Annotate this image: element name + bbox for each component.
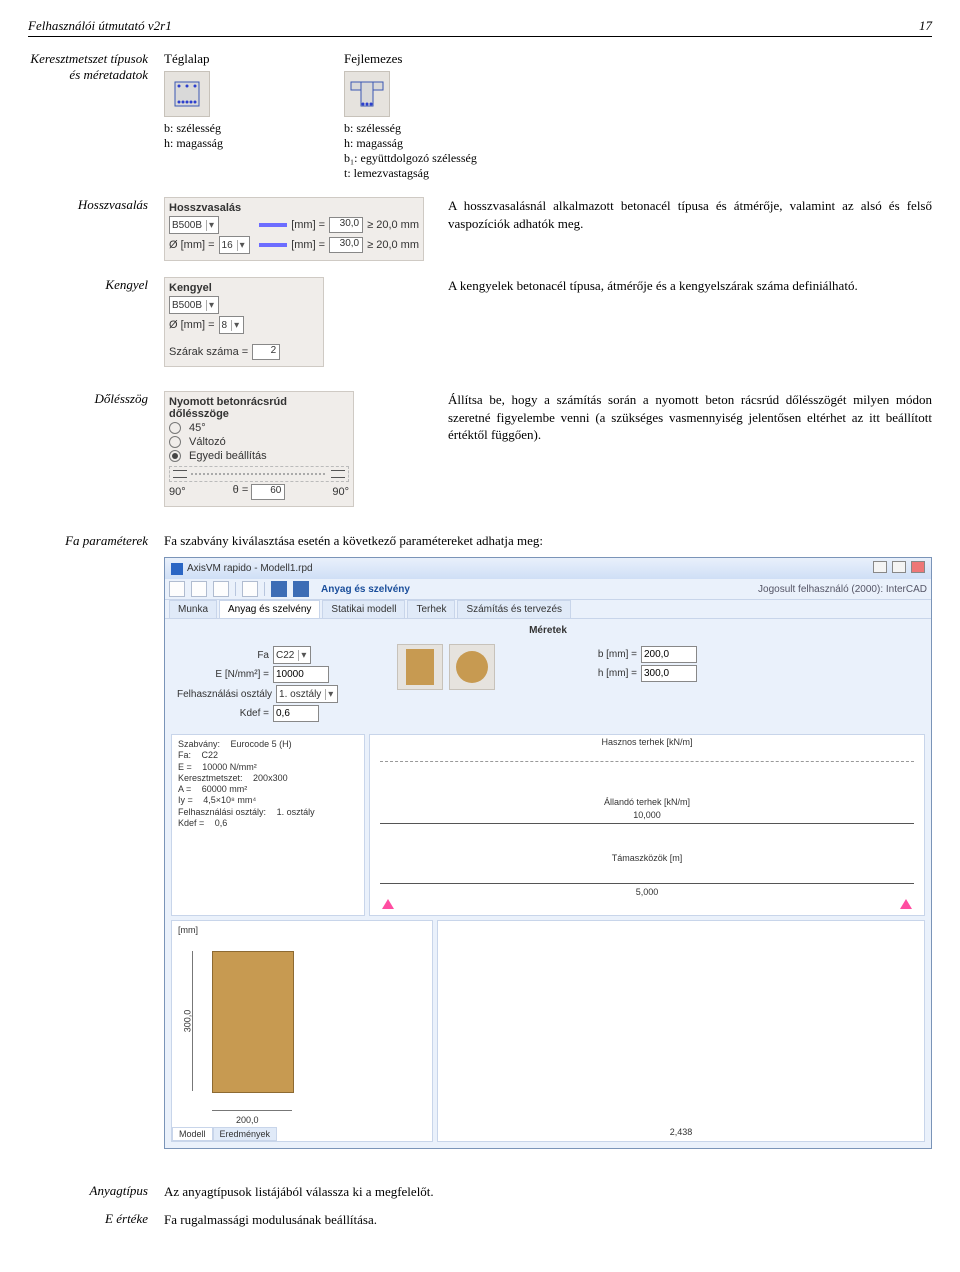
radio-45[interactable]	[169, 422, 181, 434]
label-cross-section: Keresztmetszet típusok és méretadatok	[28, 51, 164, 84]
panel-dole: Nyomott betonrácsrúd dőlésszöge 45° Vált…	[164, 391, 354, 507]
panel-hossz: Hosszvasalás B500B▾ [mm] = 30,0 ≥ 20,0 m…	[164, 197, 424, 261]
tee-section-icon	[344, 71, 390, 117]
tee-t: t: lemezvastagság	[344, 166, 544, 181]
preview-rect-icon[interactable]	[397, 644, 443, 690]
toolbar-label: Anyag és szelvény	[321, 584, 410, 595]
min-button[interactable]	[873, 561, 887, 573]
rebar-bot-icon	[259, 243, 287, 247]
text-dole: Állítsa be, hogy a számítás során a nyom…	[448, 391, 932, 444]
bracket-right-icon	[331, 470, 345, 478]
user-label: Jogosult felhasználó (2000): InterCAD	[758, 584, 927, 595]
refresh-icon[interactable]	[293, 581, 309, 597]
preview-circle-icon[interactable]	[449, 644, 495, 690]
h-input[interactable]	[641, 665, 697, 682]
tab-munka[interactable]: Munka	[169, 600, 217, 618]
tab-statikai[interactable]: Statikai modell	[322, 600, 405, 618]
section-header: Méretek	[171, 625, 925, 636]
panel-kengyel: Kengyel B500B▾ Ø [mm] = 8▾ Szárak száma …	[164, 277, 324, 367]
hossz-top-value[interactable]: 30,0	[329, 217, 363, 233]
panel-kengyel-title: Kengyel	[169, 282, 319, 294]
tab-bar: Munka Anyag és szelvény Statikai modell …	[165, 600, 931, 618]
section-previews	[397, 644, 495, 690]
text-anyag: Az anyagtípusok listájából válassza ki a…	[164, 1183, 932, 1201]
status-value: 2,438	[670, 1127, 693, 1137]
rebar-top-icon	[259, 223, 287, 227]
doc-title: Felhasználói útmutató v2r1	[28, 18, 172, 34]
window-titlebar: AxisVM rapido - Modell1.rpd	[165, 558, 931, 579]
rect-section-icon	[164, 71, 210, 117]
label-kengyel: Kengyel	[28, 277, 164, 293]
hossz-bot-value[interactable]: 30,0	[329, 237, 363, 253]
save-icon[interactable]	[213, 581, 229, 597]
text-hossz: A hosszvasalásnál alkalmazott betonacél …	[448, 197, 932, 232]
row-hossz: Hosszvasalás Hosszvasalás B500B▾ [mm] = …	[28, 197, 932, 261]
rect-title: Téglalap	[164, 51, 264, 67]
close-button[interactable]	[911, 561, 925, 573]
panel-hossz-title: Hosszvasalás	[169, 202, 419, 214]
app-logo-icon	[171, 563, 183, 575]
bracket-left-icon	[173, 470, 187, 478]
text-fa: Fa szabvány kiválasztása esetén a követk…	[164, 533, 932, 549]
open-icon[interactable]	[191, 581, 207, 597]
b-input[interactable]	[641, 646, 697, 663]
max-button[interactable]	[892, 561, 906, 573]
label-fa: Fa paraméterek	[28, 533, 164, 549]
row-dole: Dőlésszög Nyomott betonrácsrúd dőlésszög…	[28, 391, 932, 507]
info-block: Szabvány: Eurocode 5 (H) Fa: C22 E = 100…	[171, 734, 365, 916]
window-title: AxisVM rapido - Modell1.rpd	[187, 563, 313, 574]
new-icon[interactable]	[169, 581, 185, 597]
print-icon[interactable]	[242, 581, 258, 597]
axisvm-window: AxisVM rapido - Modell1.rpd Anyag és sze…	[164, 557, 932, 1149]
e-input[interactable]	[273, 666, 329, 683]
kdef-input[interactable]	[273, 705, 319, 722]
page-header: Felhasználói útmutató v2r1 17	[28, 18, 932, 37]
mini-tab-modell[interactable]: Modell	[172, 1127, 213, 1141]
tee-title: Fejlemezes	[344, 51, 544, 67]
tab-szamitas[interactable]: Számítás és tervezés	[457, 600, 571, 618]
rect-b: b: szélesség	[164, 121, 264, 136]
row-eert: E értéke Fa rugalmassági modulusának beá…	[28, 1211, 932, 1229]
radio-egyedi[interactable]	[169, 450, 181, 462]
tee-h: h: magasság	[344, 136, 544, 151]
toolbar: Anyag és szelvény Jogosult felhasználó (…	[165, 579, 931, 600]
text-eert: Fa rugalmassági modulusának beállítása.	[164, 1211, 932, 1229]
hossz-steel-dropdown[interactable]: B500B▾	[169, 216, 219, 234]
page-number: 17	[919, 18, 932, 34]
label-anyag: Anyagtípus	[28, 1183, 164, 1199]
mini-tab-eredmenyek[interactable]: Eredmények	[213, 1127, 278, 1141]
row-anyag: Anyagtípus Az anyagtípusok listájából vá…	[28, 1183, 932, 1201]
section-view: [mm] 300,0 200,0 Modell Eredmények	[171, 920, 433, 1142]
tab-anyag[interactable]: Anyag és szelvény	[219, 600, 320, 618]
hossz-phi-dropdown[interactable]: 16▾	[219, 236, 250, 254]
row-kengyel: Kengyel Kengyel B500B▾ Ø [mm] = 8▾ Szára…	[28, 277, 932, 367]
text-kengyel: A kengyelek betonacél típusa, átmérője é…	[448, 277, 932, 295]
radio-var[interactable]	[169, 436, 181, 448]
kengyel-steel-dropdown[interactable]: B500B▾	[169, 296, 219, 314]
kengyel-count-value[interactable]: 2	[252, 344, 280, 360]
theta-value[interactable]: 60	[251, 484, 285, 500]
label-hossz: Hosszvasalás	[28, 197, 164, 213]
panel-dole-title: Nyomott betonrácsrúd dőlésszöge	[169, 396, 349, 420]
rect-h: h: magasság	[164, 136, 264, 151]
fa-select[interactable]: C22▾	[273, 646, 311, 664]
class-select[interactable]: 1. osztály▾	[276, 685, 338, 703]
kengyel-phi-dropdown[interactable]: 8▾	[219, 316, 245, 334]
load-diagram: Hasznos terhek [kN/m] Állandó terhek [kN…	[369, 734, 925, 916]
row-fa: Fa paraméterek Fa szabvány kiválasztása …	[28, 533, 932, 1149]
row-cross-section: Keresztmetszet típusok és méretadatok Té…	[28, 51, 932, 181]
help-icon[interactable]	[271, 581, 287, 597]
tee-b: b: szélesség	[344, 121, 544, 136]
tee-b1: b₁: együttdolgozó szélesség	[344, 151, 544, 166]
tab-terhek[interactable]: Terhek	[407, 600, 455, 618]
form-area: Fa C22▾ E [N/mm²] = Felhasználási osztál…	[171, 640, 925, 734]
label-dole: Dőlésszög	[28, 391, 164, 407]
